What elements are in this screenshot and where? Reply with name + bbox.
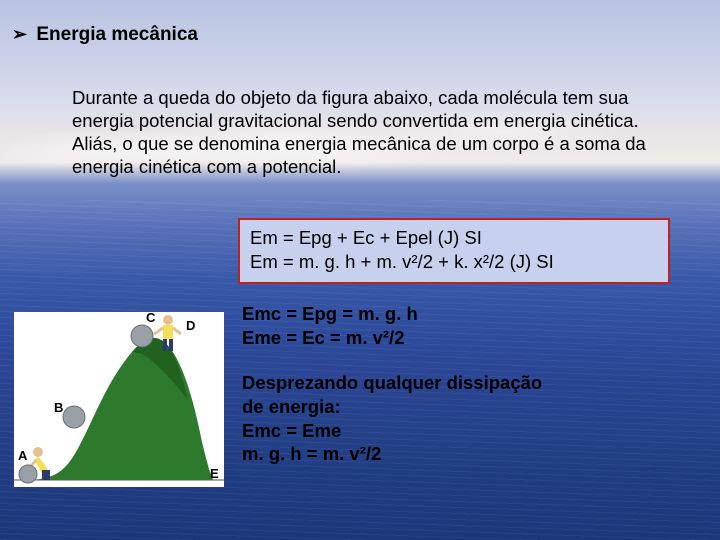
label-a: A [18,448,28,463]
formula-line-1: Em = Epg + Ec + Epel (J) SI [250,226,658,250]
ball-bottom [19,465,37,483]
eq-line-2: Eme = Ec = m. v²/2 [242,326,702,350]
hill-svg: A B C D E [14,312,224,487]
lower-text: Emc = Epg = m. g. h Eme = Ec = m. v²/2 D… [242,302,702,466]
formula-line-2: Em = m. g. h + m. v²/2 + k. x²/2 (J) SI [250,250,658,274]
concl-line-3: Emc = Eme [242,419,702,443]
ball-top [131,325,153,347]
bullet-arrow-icon: ➢ [12,24,27,44]
concl-line-4: m. g. h = m. v²/2 [242,442,702,466]
conclusion-block: Desprezando qualquer dissipação de energ… [242,371,702,466]
title-text: Energia mecânica [36,24,198,45]
label-d: D [186,318,195,333]
ball-mid [63,406,85,428]
slide: ➢ Energia mecânica Durante a queda do ob… [0,0,720,540]
concl-line-1: Desprezando qualquer dissipação [242,371,702,395]
hill-illustration: A B C D E [14,312,224,487]
label-c: C [146,312,156,325]
equations-block: Emc = Epg = m. g. h Eme = Ec = m. v²/2 [242,302,702,349]
slide-title: ➢ Energia mecânica [12,24,198,46]
intro-paragraph: Durante a queda do objeto da figura abai… [72,86,682,179]
label-e: E [210,466,219,481]
concl-line-2: de energia: [242,395,702,419]
eq-line-1: Emc = Epg = m. g. h [242,302,702,326]
hill-shape [24,338,214,480]
label-b: B [54,400,63,415]
formula-box: Em = Epg + Ec + Epel (J) SI Em = m. g. h… [238,218,670,284]
